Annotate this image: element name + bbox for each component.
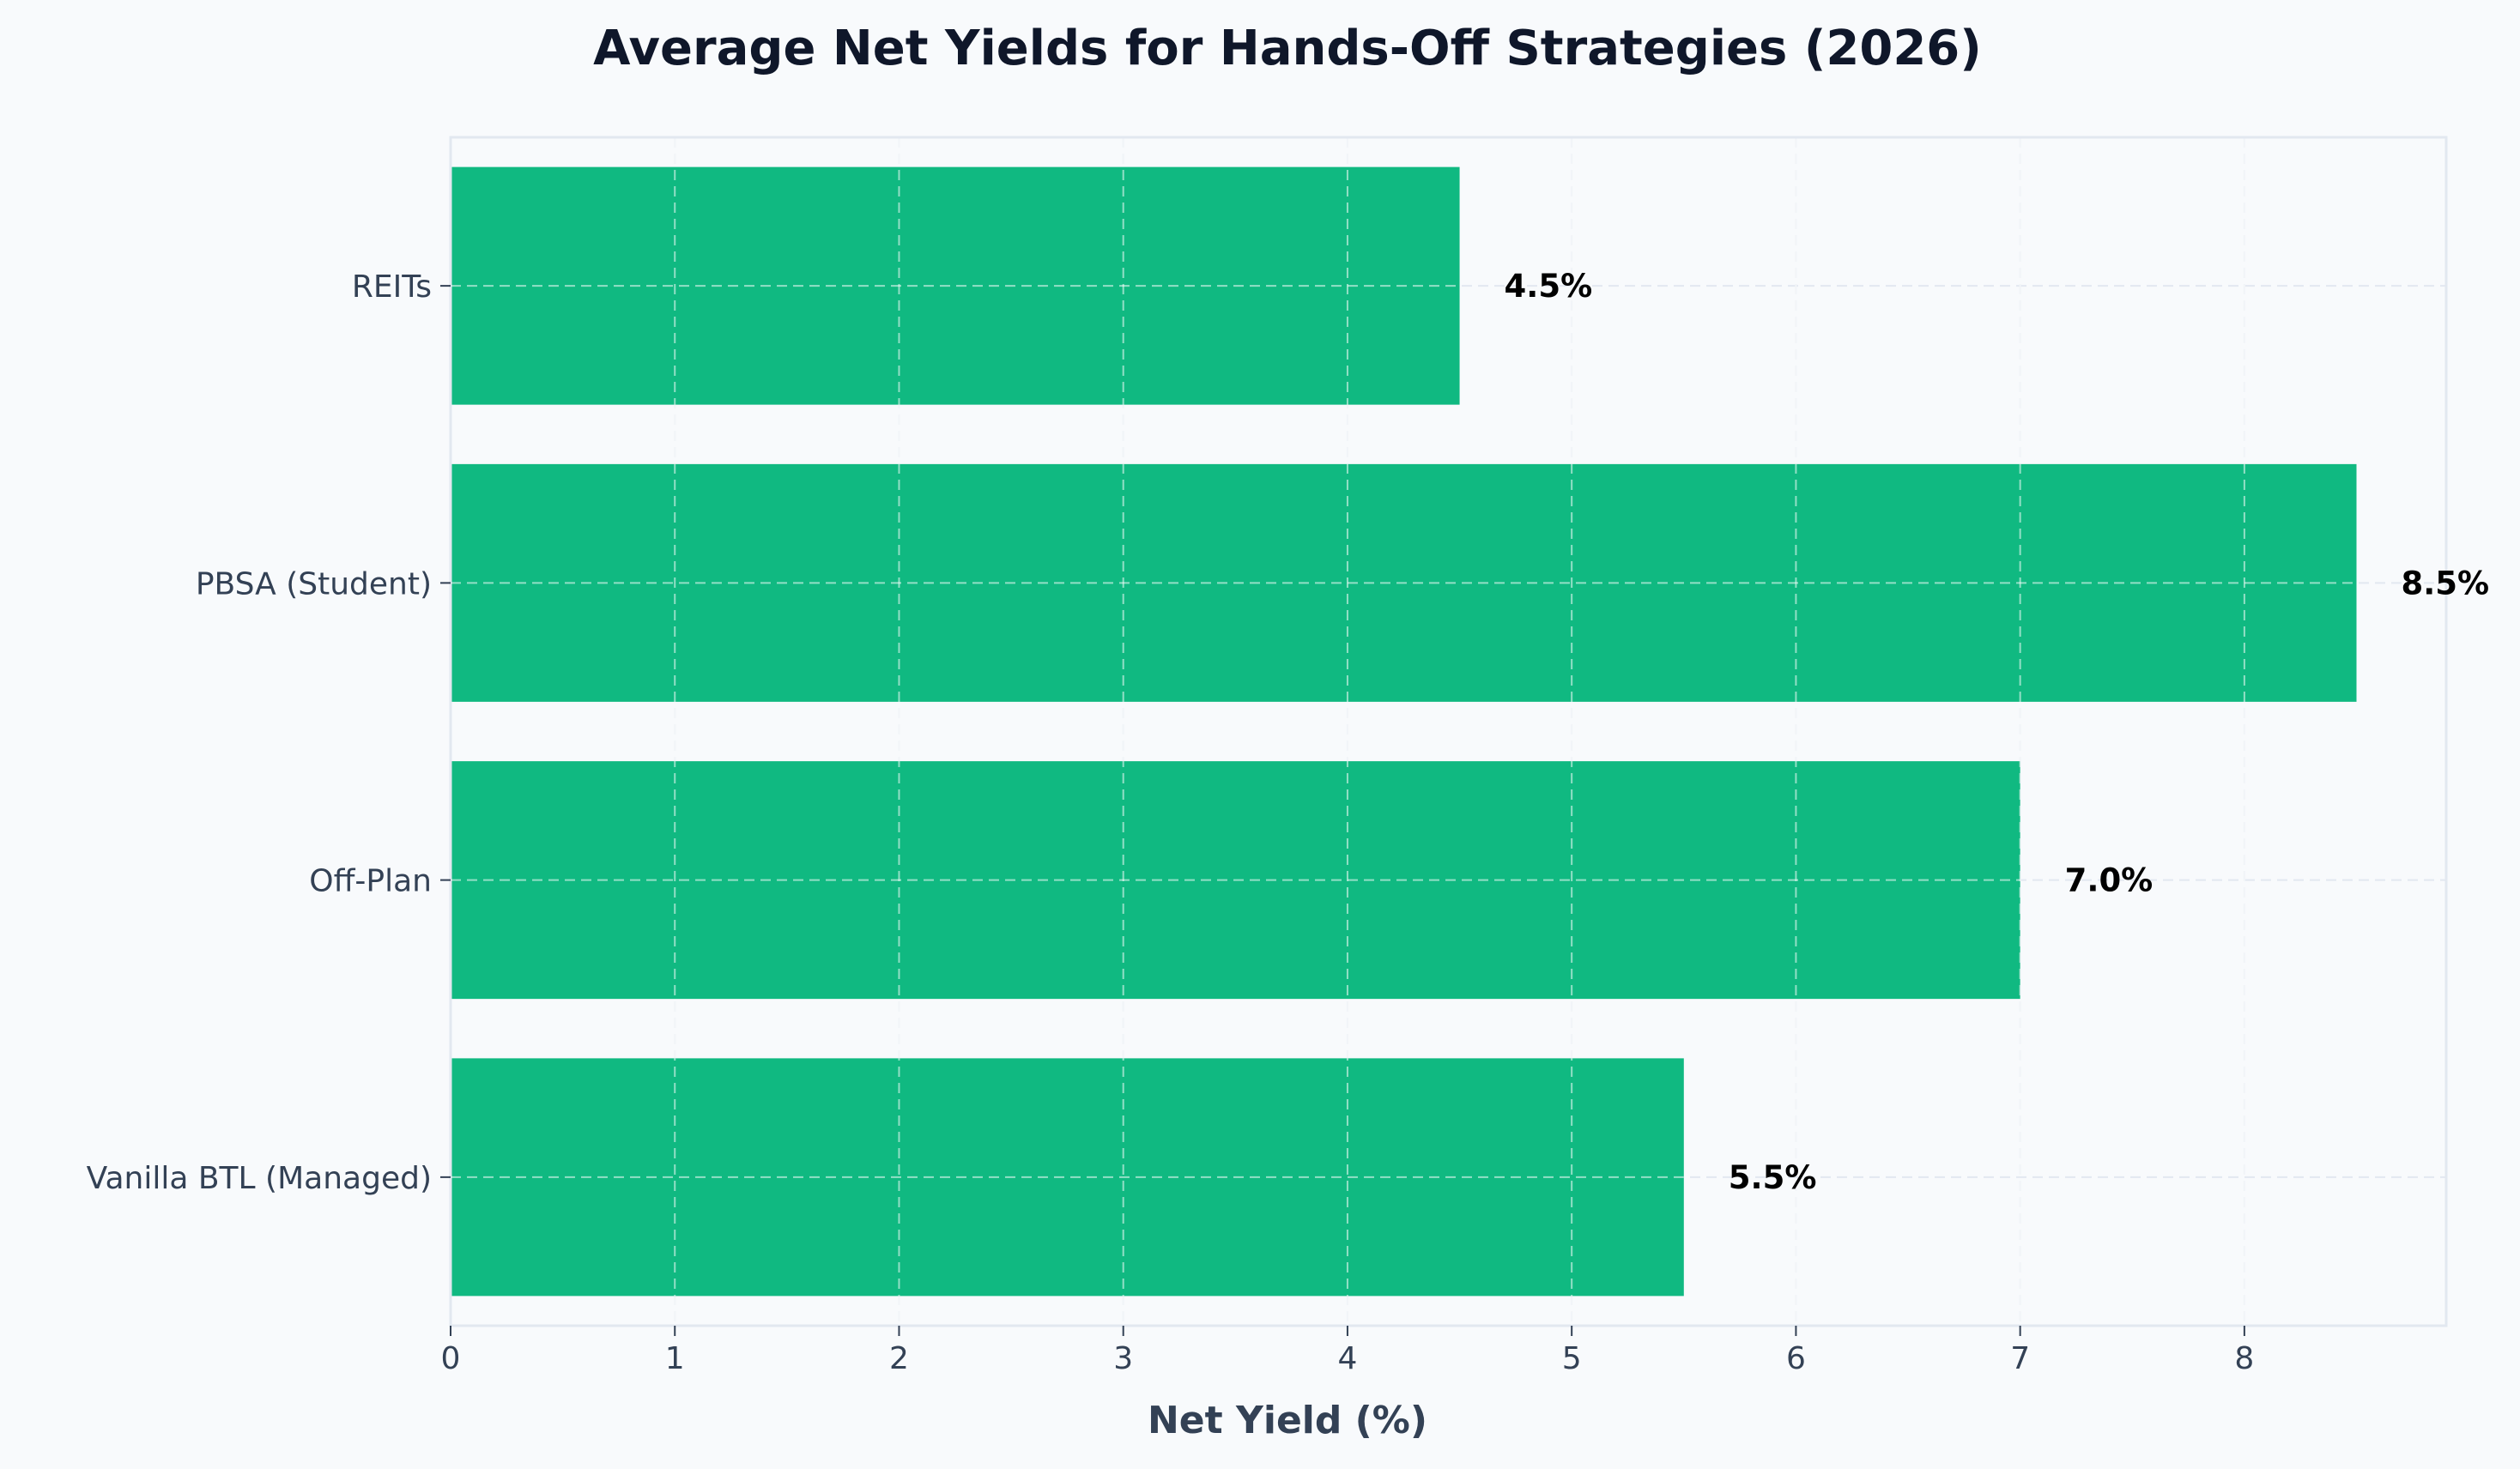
bar-value-label: 5.5% — [1729, 1159, 1817, 1196]
grid-front-layer — [451, 137, 2357, 1326]
y-tick-label: PBSA (Student) — [196, 566, 432, 602]
chart-title: Average Net Yields for Hands-Off Strateg… — [593, 21, 1982, 76]
x-tick-label: 7 — [2010, 1341, 2030, 1376]
x-axis-label: Net Yield (%) — [1148, 1399, 1427, 1442]
x-tick-label: 8 — [2234, 1341, 2254, 1376]
y-tick-label: Vanilla BTL (Managed) — [87, 1161, 432, 1196]
x-tick-label: 6 — [1786, 1341, 1806, 1376]
bar-value-label: 8.5% — [2402, 565, 2490, 602]
x-tick-label: 2 — [889, 1341, 909, 1376]
plot-frame — [449, 136, 2448, 1327]
axes-layer: 0 1 2 3 4 5 6 7 8 Vanilla BTL (Managed) Off-Plan PB… — [87, 136, 2448, 1376]
labels-layer: 5.5% 7.0% 8.5% 4.5% — [1505, 268, 2490, 1196]
bar-value-label: 7.0% — [2065, 862, 2154, 899]
x-tick-label: 3 — [1113, 1341, 1133, 1376]
bar-value-label: 4.5% — [1505, 268, 1593, 305]
y-tick-label: REITs — [352, 269, 432, 305]
x-tick-label: 1 — [665, 1341, 685, 1376]
y-tick-label: Off-Plan — [309, 864, 432, 899]
x-tick-label: 0 — [441, 1341, 461, 1376]
x-tick-label: 5 — [1562, 1341, 1582, 1376]
x-tick-label: 4 — [1337, 1341, 1357, 1376]
